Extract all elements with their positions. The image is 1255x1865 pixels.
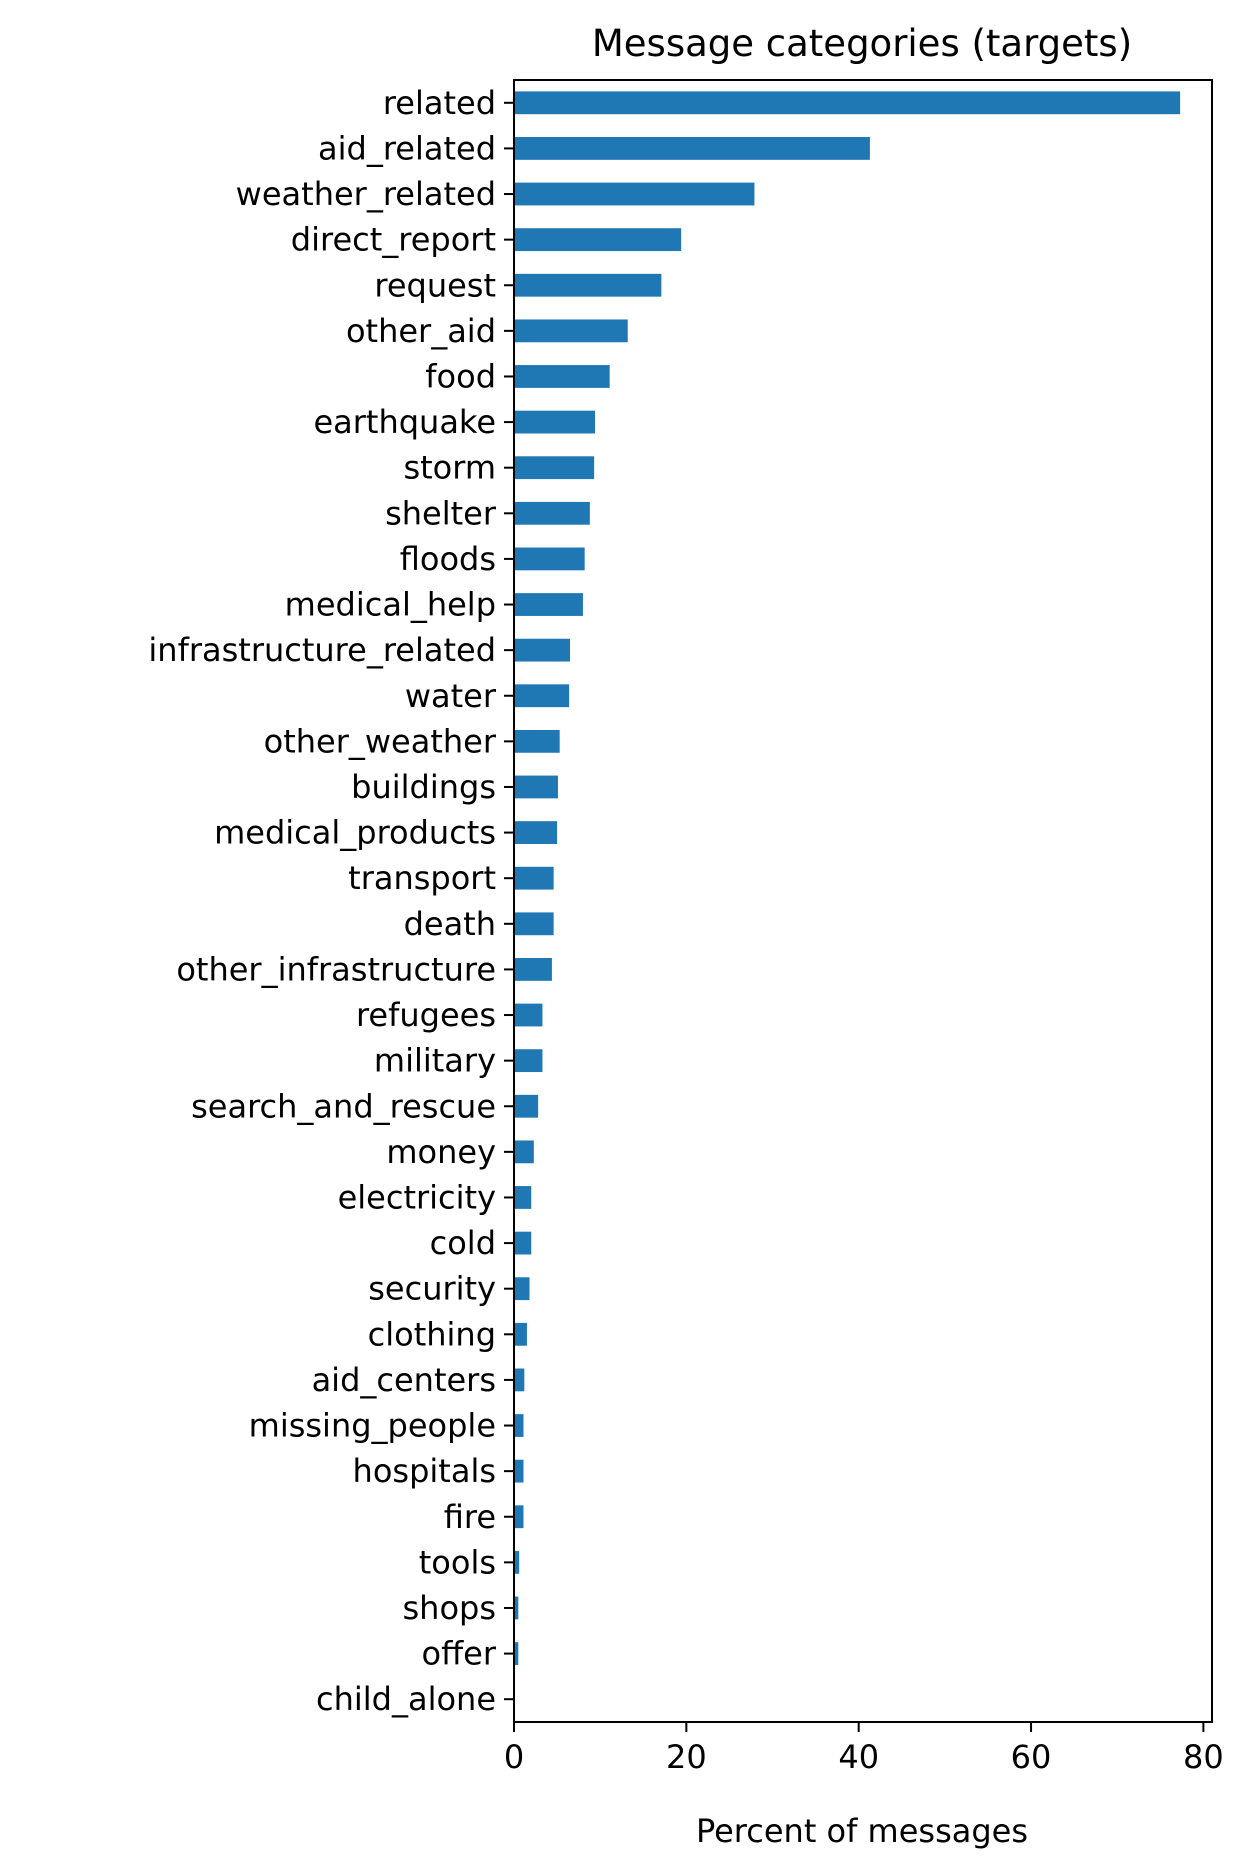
bar-hospitals bbox=[514, 1459, 524, 1483]
bar-tools bbox=[514, 1550, 520, 1574]
category-label-direct-report: direct_report bbox=[291, 221, 496, 259]
bar-refugees bbox=[514, 1003, 543, 1027]
bar-direct-report bbox=[514, 228, 682, 252]
bar-food bbox=[514, 365, 610, 388]
category-label-death: death bbox=[404, 905, 496, 943]
x-tick-label: 40 bbox=[838, 1738, 879, 1776]
bars-group bbox=[514, 91, 1181, 1665]
category-label-shops: shops bbox=[402, 1589, 496, 1627]
category-label-infrastructure-related: infrastructure_related bbox=[148, 631, 496, 669]
bar-storm bbox=[514, 456, 595, 480]
bar-infrastructure-related bbox=[514, 638, 571, 662]
bar-request bbox=[514, 273, 662, 297]
category-label-cold: cold bbox=[430, 1224, 496, 1262]
category-label-fire: fire bbox=[444, 1498, 496, 1536]
category-label-food: food bbox=[425, 357, 496, 395]
bar-shelter bbox=[514, 501, 590, 525]
bar-related bbox=[514, 91, 1181, 115]
category-label-hospitals: hospitals bbox=[353, 1452, 496, 1490]
bar-money bbox=[514, 1140, 534, 1164]
bar-earthquake bbox=[514, 410, 596, 434]
bar-aid-centers bbox=[514, 1368, 525, 1392]
bar-other-infrastructure bbox=[514, 958, 552, 981]
x-tick-label: 60 bbox=[1011, 1738, 1052, 1776]
bar-fire bbox=[514, 1505, 524, 1529]
x-axis-label: Percent of messages bbox=[696, 1812, 1028, 1850]
bar-security bbox=[514, 1277, 530, 1301]
category-label-other-infrastructure: other_infrastructure bbox=[176, 950, 496, 988]
bar-weather-related bbox=[514, 182, 755, 206]
category-label-military: military bbox=[374, 1042, 496, 1080]
plot-frame bbox=[513, 79, 1213, 1723]
bar-electricity bbox=[514, 1186, 532, 1209]
category-label-request: request bbox=[374, 266, 496, 304]
category-label-child-alone: child_alone bbox=[316, 1680, 496, 1718]
bar-death bbox=[514, 912, 554, 936]
category-label-clothing: clothing bbox=[368, 1315, 496, 1353]
category-label-medical-products: medical_products bbox=[214, 814, 496, 852]
bar-cold bbox=[514, 1231, 532, 1255]
bar-offer bbox=[514, 1642, 519, 1665]
category-label-missing-people: missing_people bbox=[249, 1407, 496, 1445]
x-tick-label: 0 bbox=[504, 1738, 524, 1776]
category-label-earthquake: earthquake bbox=[313, 403, 496, 441]
bar-floods bbox=[514, 547, 585, 571]
chart-title: Message categories (targets) bbox=[592, 22, 1132, 65]
category-label-storm: storm bbox=[403, 449, 496, 487]
category-label-other-weather: other_weather bbox=[264, 722, 497, 760]
category-label-aid-centers: aid_centers bbox=[312, 1361, 496, 1399]
bar-buildings bbox=[514, 775, 558, 799]
category-labels: related aid_related weather_related direct_… bbox=[148, 84, 514, 1718]
category-label-aid-related: aid_related bbox=[318, 129, 496, 167]
category-label-electricity: electricity bbox=[338, 1178, 496, 1216]
category-label-medical-help: medical_help bbox=[285, 586, 496, 624]
bar-transport bbox=[514, 866, 554, 890]
category-label-security: security bbox=[368, 1270, 496, 1308]
category-label-buildings: buildings bbox=[351, 768, 496, 806]
bar-other-weather bbox=[514, 729, 560, 753]
bar-search-and-rescue bbox=[514, 1094, 539, 1118]
bar-medical-help bbox=[514, 593, 583, 616]
x-tick-label: 20 bbox=[666, 1738, 707, 1776]
category-label-refugees: refugees bbox=[356, 996, 496, 1034]
category-label-tools: tools bbox=[419, 1543, 496, 1581]
bar-water bbox=[514, 684, 570, 708]
category-label-weather-related: weather_related bbox=[236, 175, 496, 213]
bar-aid-related bbox=[514, 137, 870, 160]
bar-other-aid bbox=[514, 319, 628, 343]
bar-missing-people bbox=[514, 1414, 524, 1437]
category-label-shelter: shelter bbox=[385, 494, 497, 532]
x-tick-label: 80 bbox=[1183, 1738, 1224, 1776]
category-label-money: money bbox=[386, 1133, 496, 1171]
category-label-other-aid: other_aid bbox=[346, 312, 496, 350]
category-label-offer: offer bbox=[422, 1635, 497, 1673]
x-axis-ticks: 0 20 40 60 80 bbox=[504, 1722, 1224, 1776]
category-label-transport: transport bbox=[348, 859, 496, 897]
category-label-floods: floods bbox=[400, 540, 496, 578]
bar-military bbox=[514, 1049, 543, 1073]
category-label-related: related bbox=[383, 84, 496, 122]
bar-shops bbox=[514, 1596, 519, 1620]
bar-medical-products bbox=[514, 821, 558, 844]
category-label-search-and-rescue: search_and_rescue bbox=[191, 1087, 496, 1125]
category-label-water: water bbox=[405, 677, 497, 715]
bar-clothing bbox=[514, 1322, 527, 1346]
